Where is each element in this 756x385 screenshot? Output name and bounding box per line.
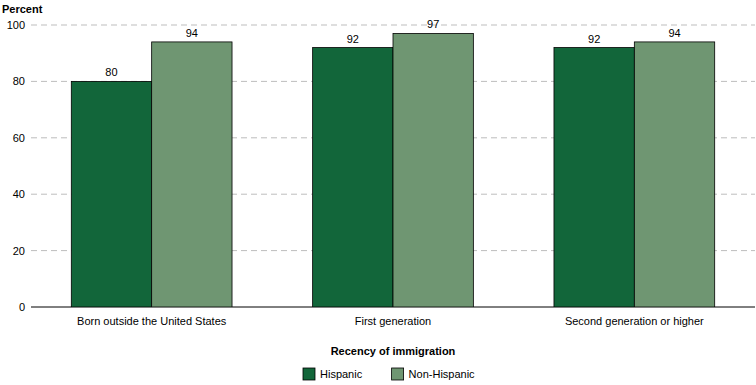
data-labels: 80 94 92 97 92 94	[105, 18, 680, 78]
y-tick-label: 80	[13, 75, 25, 87]
y-tick-label: 100	[7, 19, 25, 31]
y-tick-label: 40	[13, 188, 25, 200]
data-label: 92	[347, 33, 359, 45]
data-label: 94	[186, 27, 198, 39]
legend-swatch	[303, 368, 315, 380]
y-axis-title: Percent	[2, 3, 43, 15]
data-label: 97	[427, 18, 439, 30]
legend-label: Non-Hispanic	[409, 368, 476, 380]
legend: Hispanic Non-Hispanic	[303, 368, 475, 380]
chart-container: 0 20 40 60 80 100 Percent 80 94 92 97 92 94 Born outs…	[0, 0, 756, 385]
x-axis-title: Recency of immigration	[331, 345, 456, 357]
bar	[393, 33, 473, 307]
x-tick-label: Born outside the United States	[77, 315, 227, 327]
data-label: 92	[588, 33, 600, 45]
bar	[152, 42, 232, 307]
x-tick-label: First generation	[355, 315, 431, 327]
legend-label: Hispanic	[320, 368, 363, 380]
legend-swatch	[392, 368, 404, 380]
grid-line	[31, 25, 755, 26]
chart-svg: 0 20 40 60 80 100 Percent 80 94 92 97 92 94 Born outs…	[0, 0, 756, 385]
bar	[634, 42, 714, 307]
x-tick-label: Second generation or higher	[565, 315, 704, 327]
data-label: 80	[105, 66, 117, 78]
y-tick-label: 20	[13, 245, 25, 257]
data-label: 94	[668, 27, 680, 39]
bar	[71, 81, 151, 307]
y-tick-label: 60	[13, 132, 25, 144]
bar	[554, 48, 634, 307]
y-tick-label: 0	[19, 301, 25, 313]
bars	[71, 33, 714, 307]
bar	[313, 48, 393, 307]
